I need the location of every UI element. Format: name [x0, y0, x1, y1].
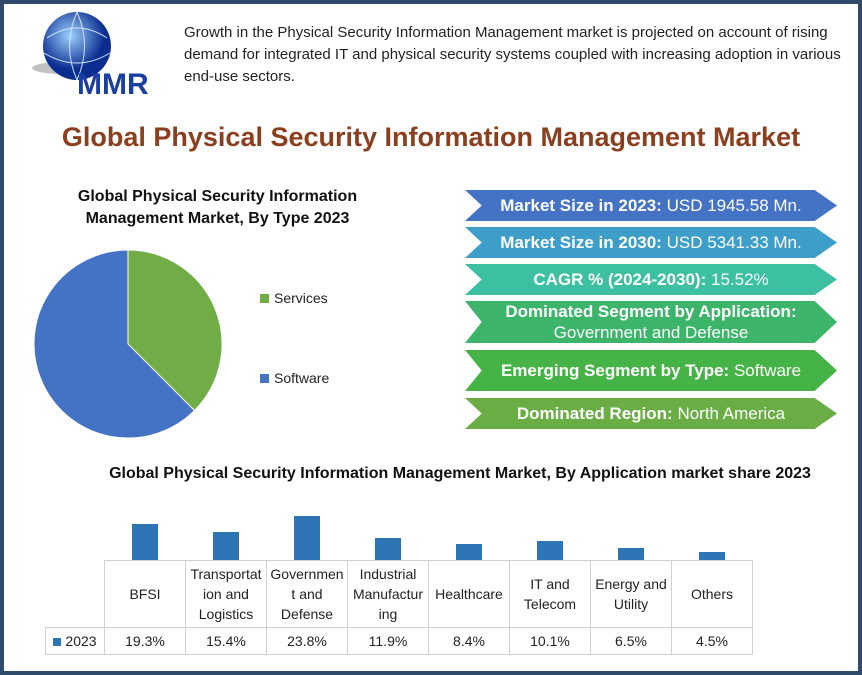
- category-label: IT and Telecom: [509, 560, 591, 628]
- category-label: Industrial Manufactur ing: [347, 560, 429, 628]
- bar-0: [132, 524, 158, 560]
- mmr-logo: MMR: [32, 11, 149, 98]
- legend-swatch: [260, 373, 269, 383]
- value-label: 4.5%: [671, 627, 753, 655]
- svg-text:MMR: MMR: [77, 68, 149, 98]
- category-label: Governmen t and Defense: [266, 560, 348, 628]
- value-label: 23.8%: [266, 627, 348, 655]
- series-label: 2023: [45, 627, 105, 655]
- intro-text: Growth in the Physical Security Informat…: [184, 24, 841, 85]
- legend-software: Software: [260, 370, 329, 386]
- legend-services: Services: [260, 290, 328, 306]
- bar-1: [213, 531, 239, 560]
- value-label: 19.3%: [104, 627, 186, 655]
- value-label: 11.9%: [347, 627, 429, 655]
- bar-chart-title: Global Physical Security Information Man…: [109, 465, 811, 482]
- highlight-market-2023: Market Size in 2023: USD 1945.58 Mn.: [465, 190, 837, 221]
- category-label: Others: [671, 560, 753, 628]
- category-label: Energy and Utility: [590, 560, 672, 628]
- pie-slice-services: [127, 249, 223, 412]
- bar-2: [294, 515, 320, 560]
- highlight-market-2030: Market Size in 2030: USD 5341.33 Mn.: [465, 227, 837, 258]
- value-label: 15.4%: [185, 627, 267, 655]
- value-label: 10.1%: [509, 627, 591, 655]
- value-label: 8.4%: [428, 627, 510, 655]
- bar-3: [375, 537, 401, 560]
- category-label: Healthcare: [428, 560, 510, 628]
- bar-7: [699, 551, 725, 560]
- highlight-emerging-type: Emerging Segment by Type: Software: [465, 350, 837, 391]
- data-table: BFSI Transportat ion and Logistics Governm…: [45, 560, 753, 655]
- legend-swatch: [260, 293, 269, 303]
- pie-chart: [33, 249, 223, 439]
- pie-title: Global Physical Security Information Man…: [77, 188, 358, 227]
- category-label: BFSI: [104, 560, 186, 628]
- category-label: Transportat ion and Logistics: [185, 560, 267, 628]
- bar-4: [456, 544, 482, 560]
- highlight-dominated-region: Dominated Region: North America: [465, 398, 837, 429]
- pie-slice-software: [33, 249, 196, 439]
- page-title: Global Physical Security Information Man…: [61, 122, 801, 152]
- highlight-cagr: CAGR % (2024-2030): 15.52%: [465, 264, 837, 295]
- bar-6: [618, 547, 644, 560]
- bar-5: [537, 541, 563, 560]
- highlight-dominated-application: Dominated Segment by Application: Governm…: [465, 301, 837, 343]
- value-label: 6.5%: [590, 627, 672, 655]
